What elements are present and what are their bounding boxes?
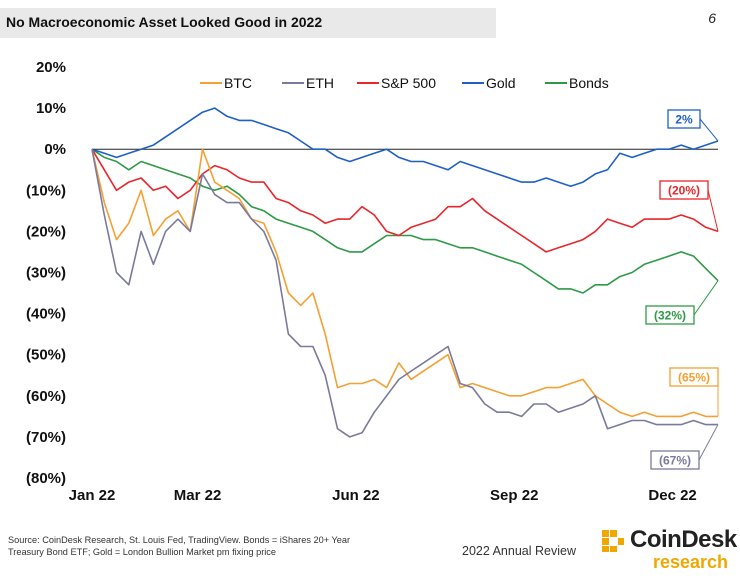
source-line-2: Treasury Bond ETF; Gold = London Bullion…: [8, 547, 277, 557]
end-label-eth: (67%): [659, 454, 691, 468]
source-note: Source: CoinDesk Research, St. Louis Fed…: [8, 534, 408, 558]
y-tick-label: 0%: [44, 141, 66, 158]
y-tick-label: 10%: [36, 100, 66, 117]
line-chart: 20% 10% 0% (10%) (20%) (30%) (40%) (50%) (60%) (7…: [26, 59, 719, 504]
callout-line-s-p-500: [707, 189, 719, 232]
callout-line-gold: [699, 118, 719, 142]
x-tick-label: Sep 22: [490, 487, 538, 504]
title-bar: No Macroeconomic Asset Looked Good in 20…: [0, 8, 496, 38]
series-line-gold: [91, 107, 719, 187]
series-line-btc: [91, 148, 718, 418]
callout-box-bonds: [645, 305, 695, 325]
series-line-bonds: [91, 148, 719, 294]
callout-box-btc: [669, 367, 719, 387]
y-tick-label: (40%): [26, 306, 66, 323]
x-tick-label: Mar 22: [174, 487, 222, 504]
y-tick-label: (20%): [26, 223, 66, 240]
y-tick-label: (70%): [26, 429, 66, 446]
coindesk-logo: CoinDesk research: [598, 524, 738, 572]
y-tick-label: (10%): [26, 182, 66, 199]
callout-line-eth: [698, 424, 719, 461]
end-label-btc: (65%): [678, 371, 710, 385]
legend-label-btc: BTC: [224, 75, 252, 91]
callout-box-eth: [650, 450, 700, 470]
end-label-bonds: (32%): [654, 309, 686, 323]
callout-box-gold: [667, 109, 701, 129]
source-line-1: Source: CoinDesk Research, St. Louis Fed…: [8, 535, 351, 545]
legend-label-s-p-500: S&P 500: [381, 75, 436, 91]
x-tick-label: Jun 22: [332, 487, 380, 504]
legend-label-gold: Gold: [486, 75, 516, 91]
y-tick-label: (60%): [26, 388, 66, 405]
x-tick-label: Dec 22: [648, 487, 696, 504]
legend-label-bonds: Bonds: [569, 75, 609, 91]
series-line-eth: [91, 149, 718, 438]
end-label-gold: 2%: [675, 113, 693, 127]
end-label-s-p-500: (20%): [668, 184, 700, 198]
callout-box-s-p-500: [659, 180, 709, 200]
page-title: No Macroeconomic Asset Looked Good in 20…: [6, 14, 323, 30]
callout-line-bonds: [693, 280, 719, 316]
y-tick-label: (80%): [26, 470, 66, 487]
y-tick-label: (50%): [26, 347, 66, 364]
x-tick-label: Jan 22: [69, 487, 116, 504]
series-line-s-p-500: [91, 148, 719, 253]
logo-sub: research: [652, 552, 728, 572]
y-tick-label: (30%): [26, 265, 66, 282]
legend-label-eth: ETH: [306, 75, 334, 91]
y-tick-label: 20%: [36, 59, 66, 76]
coindesk-mark-icon: [602, 530, 624, 552]
page-number: 6: [708, 10, 716, 26]
logo-name: CoinDesk: [630, 526, 737, 553]
annual-review-label: 2022 Annual Review: [462, 544, 576, 558]
